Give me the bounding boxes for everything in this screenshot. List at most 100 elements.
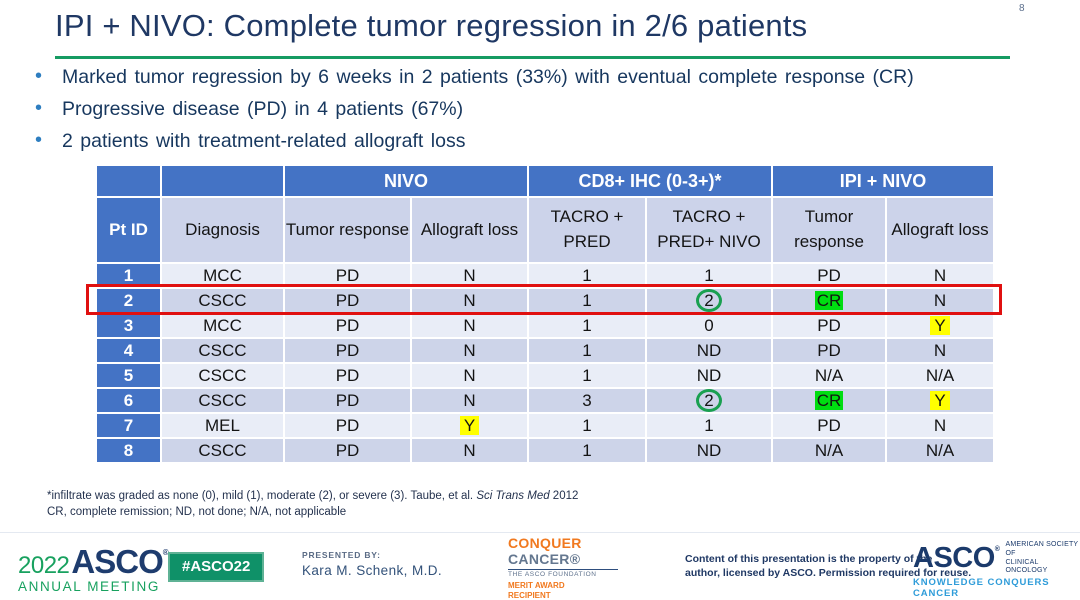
patient-id-cell: 2 (95, 287, 162, 314)
data-cell: N (885, 287, 996, 314)
column-header-cell: Tumor response (283, 196, 412, 264)
data-cell: N (885, 412, 996, 439)
page-title: IPI + NIVO: Complete tumor regression in… (55, 8, 808, 43)
data-cell: PD (283, 412, 412, 439)
data-cell: N/A (885, 437, 996, 464)
green-highlight: CR (814, 390, 844, 410)
table-row: 8 CSCC PD N 1 ND N/A N/A (95, 437, 996, 464)
data-cell: CR (771, 387, 888, 414)
data-cell: ND (645, 362, 774, 389)
page-number: 8 (1019, 3, 1025, 14)
table-row: 1 MCC PD N 1 1 PD N (95, 262, 996, 289)
data-cell: PD (771, 337, 888, 364)
data-cell: PD (283, 262, 412, 289)
data-cell: PD (771, 312, 888, 339)
data-cell: N (885, 337, 996, 364)
footnote-citation-journal: Sci Trans Med (476, 490, 550, 502)
data-cell: N/A (771, 437, 888, 464)
patient-id-cell: 5 (95, 362, 162, 389)
copyright-text: Content of this presentation is the prop… (685, 553, 972, 579)
data-cell: N (409, 337, 530, 364)
logo-year: 2022 (18, 552, 70, 579)
table-row: 6 CSCC PD N 3 2 CR Y (95, 387, 996, 414)
green-highlight: CR (814, 290, 844, 310)
data-cell: CR (771, 287, 888, 314)
data-cell: N/A (771, 362, 888, 389)
column-header-cell: Diagnosis (160, 196, 285, 264)
data-cell: 1 (645, 262, 774, 289)
data-cell: PD (283, 312, 412, 339)
table-group-header-cell: NIVO (282, 164, 530, 198)
asco-wordmark: ASCO® (913, 542, 1000, 574)
table-group-header-cell (95, 164, 162, 198)
data-cell: 1 (527, 362, 648, 389)
column-header-cell: Tumor response (771, 196, 888, 264)
data-cell: MEL (160, 412, 285, 439)
data-cell: N (409, 437, 530, 464)
data-cell: PD (771, 412, 888, 439)
column-header-cell: TACRO + PRED+ NIVO (645, 196, 774, 264)
column-header-cell: Allograft loss (885, 196, 996, 264)
asco-2022-annual-meeting-logo: 2022 ASCO® ANNUAL MEETING (18, 543, 169, 594)
data-cell: PD (283, 437, 412, 464)
yellow-highlight: Y (930, 390, 950, 410)
data-cell: MCC (160, 262, 285, 289)
data-cell: CSCC (160, 387, 285, 414)
asco-wordmark: ASCO® (71, 543, 168, 580)
data-cell: 1 (527, 337, 648, 364)
column-header-cell: TACRO + PRED (527, 196, 648, 264)
cancer-line: CANCER® (508, 551, 581, 567)
presented-by-label: PRESENTED BY: (302, 550, 381, 560)
table-group-header-row: NIVO CD8+ IHC (0-3+)* IPI + NIVO (95, 164, 996, 198)
table-group-header-cell: CD8+ IHC (0-3+)* (527, 164, 774, 198)
table-group-header-cell (160, 164, 285, 198)
data-cell: 1 (527, 312, 648, 339)
patients-table: NIVO CD8+ IHC (0-3+)* IPI + NIVO Pt ID Diagn… (95, 164, 996, 464)
data-cell: CSCC (160, 337, 285, 364)
patient-id-cell: 6 (95, 387, 162, 414)
data-cell: 2 (645, 287, 774, 314)
data-cell: PD (283, 337, 412, 364)
patient-id-cell: 3 (95, 312, 162, 339)
patient-id-cell: 8 (95, 437, 162, 464)
patient-id-cell: 7 (95, 412, 162, 439)
asco-tagline: KNOWLEDGE CONQUERS CANCER (913, 577, 1050, 599)
data-cell: PD (283, 287, 412, 314)
yellow-highlight: Y (459, 415, 480, 435)
green-circle-annotation: 2 (696, 290, 723, 311)
table-row: 3 MCC PD N 1 0 PD Y (95, 312, 996, 339)
green-circle-annotation: 2 (696, 390, 723, 411)
data-cell: Y (885, 312, 996, 339)
patient-id-cell: 1 (95, 262, 162, 289)
data-cell: PD (771, 262, 888, 289)
conquer-line: CONQUER (508, 535, 582, 551)
bullet-list: Marked tumor regression by 6 weeks in 2 … (35, 65, 1052, 162)
table-row: 2 CSCC PD N 1 2 CR N (95, 287, 996, 314)
data-cell: CSCC (160, 287, 285, 314)
column-header-cell: Pt ID (95, 196, 162, 264)
table-row: 7 MEL PD Y 1 1 PD N (95, 412, 996, 439)
table-row: 4 CSCC PD N 1 ND PD N (95, 337, 996, 364)
data-cell: PD (283, 387, 412, 414)
table-group-header-cell: IPI + NIVO (771, 164, 996, 198)
data-cell: PD (283, 362, 412, 389)
data-cell: 1 (527, 412, 648, 439)
footer: 2022 ASCO® ANNUAL MEETING #ASCO22 PRESEN… (0, 532, 1080, 600)
data-cell: CSCC (160, 362, 285, 389)
bullet-item: Marked tumor regression by 6 weeks in 2 … (35, 65, 1052, 88)
table-row: 5 CSCC PD N 1 ND N/A N/A (95, 362, 996, 389)
presenter-name: Kara M. Schenk, M.D. (302, 563, 443, 578)
data-cell: 1 (527, 262, 648, 289)
data-cell: N (409, 287, 530, 314)
asco-foundation-label: THE ASCO FOUNDATION (508, 569, 618, 578)
data-cell: 2 (645, 387, 774, 414)
data-cell: 1 (527, 437, 648, 464)
data-cell: N (885, 262, 996, 289)
data-cell: Y (409, 412, 530, 439)
data-cell: Y (885, 387, 996, 414)
presented-by: PRESENTED BY: Kara M. Schenk, M.D. (302, 550, 442, 578)
conquer-cancer-logo: CONQUER CANCER® THE ASCO FOUNDATION MERI… (508, 535, 618, 600)
footnote-line-2: CR, complete remission; ND, not done; N/… (47, 506, 347, 519)
data-cell: N (409, 362, 530, 389)
data-cell: N (409, 262, 530, 289)
